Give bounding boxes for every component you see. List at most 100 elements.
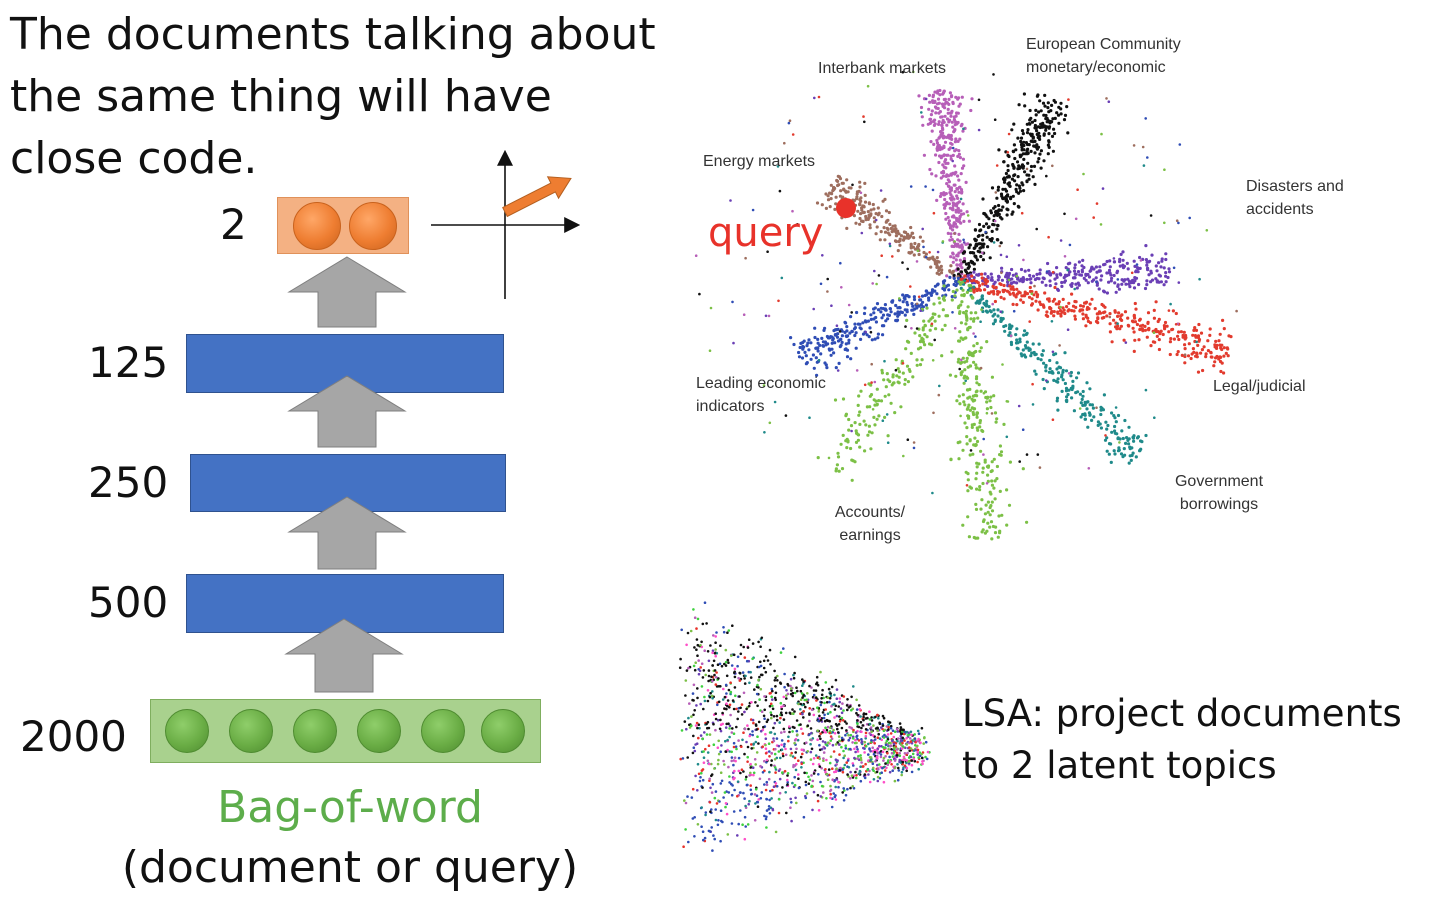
scatter-point xyxy=(1132,259,1136,263)
scatter-point xyxy=(1034,126,1038,130)
scatter-point xyxy=(1189,356,1193,361)
lsa-point xyxy=(724,739,727,743)
lsa-point xyxy=(709,644,712,647)
scatter-point xyxy=(1015,338,1019,342)
lsa-point xyxy=(834,770,838,773)
scatter-point xyxy=(934,111,938,115)
scatter-point xyxy=(915,302,919,306)
scatter-point xyxy=(1157,261,1161,265)
lsa-point xyxy=(700,771,703,775)
lsa-point xyxy=(763,814,766,818)
lsa-point xyxy=(689,629,693,633)
scatter-point xyxy=(1094,276,1098,280)
lsa-point xyxy=(736,655,740,659)
scatter-point xyxy=(1010,267,1014,272)
scatter-point xyxy=(921,227,924,231)
scatter-point xyxy=(1001,187,1005,191)
scatter-point xyxy=(1073,317,1077,321)
lsa-point xyxy=(736,717,739,721)
scatter-point xyxy=(1073,314,1077,318)
scatter-point xyxy=(1102,290,1107,294)
scatter-point xyxy=(953,120,958,124)
scatter-point xyxy=(943,206,947,210)
up-arrow xyxy=(284,618,404,693)
scatter-point xyxy=(1034,372,1038,376)
scatter-point xyxy=(998,244,1002,248)
scatter-point xyxy=(833,333,837,337)
lsa-point xyxy=(791,755,795,758)
scatter-point xyxy=(1126,277,1130,281)
scatter-point xyxy=(947,221,951,225)
lsa-point xyxy=(750,743,753,746)
scatter-point xyxy=(965,359,969,363)
scatter-point xyxy=(880,371,884,375)
lsa-point xyxy=(801,696,804,699)
scatter-point xyxy=(946,215,950,220)
scatter-point xyxy=(1045,120,1049,124)
lsa-point xyxy=(724,802,728,805)
scatter-point xyxy=(962,219,966,223)
scatter-point xyxy=(1056,380,1060,384)
scatter-point xyxy=(1052,314,1056,318)
lsa-point xyxy=(804,796,808,800)
lsa-point xyxy=(781,754,785,758)
scatter-point xyxy=(1048,272,1052,276)
scatter-point xyxy=(846,334,850,338)
scatter-point xyxy=(970,296,975,300)
scatter-point xyxy=(1045,310,1049,314)
scatter-point xyxy=(921,239,925,243)
lsa-point xyxy=(732,745,736,749)
lsa-point xyxy=(742,691,746,695)
scatter-point xyxy=(844,342,848,346)
lsa-point xyxy=(754,788,758,791)
scatter-point xyxy=(1023,329,1027,333)
scatter-point xyxy=(985,482,989,485)
lsa-point xyxy=(762,714,766,718)
scatter-point xyxy=(888,242,892,246)
scatter-point xyxy=(813,335,817,340)
scatter-point xyxy=(950,298,954,302)
scatter-point xyxy=(989,492,993,496)
scatter-point xyxy=(1122,264,1127,268)
lsa-point xyxy=(882,746,885,749)
scatter-point xyxy=(1013,156,1017,161)
scatter-point xyxy=(949,114,953,118)
lsa-point xyxy=(737,822,740,826)
lsa-point xyxy=(826,712,830,715)
scatter-point xyxy=(889,401,893,405)
scatter-point xyxy=(1025,277,1029,282)
lsa-point xyxy=(711,690,714,693)
scatter-point xyxy=(873,337,877,341)
scatter-point xyxy=(912,236,916,240)
scatter-point xyxy=(1128,447,1132,451)
scatter-point xyxy=(916,347,921,351)
lsa-point xyxy=(833,693,836,697)
lsa-point xyxy=(757,742,760,745)
scatter-point xyxy=(885,413,889,416)
scatter-point xyxy=(961,523,965,527)
scatter-point xyxy=(1031,175,1035,179)
scatter-point xyxy=(1065,105,1069,109)
scatter-point xyxy=(859,191,863,195)
lsa-point xyxy=(740,703,744,706)
scatter-point xyxy=(1059,305,1062,309)
lsa-point xyxy=(822,716,826,720)
scatter-point xyxy=(945,123,949,127)
scatter-point xyxy=(929,265,933,269)
lsa-point xyxy=(899,726,903,729)
scatter-point xyxy=(906,267,909,271)
scatter-point xyxy=(1095,406,1098,410)
scatter-point xyxy=(986,465,990,469)
lsa-point xyxy=(721,711,724,715)
scatter-point xyxy=(1005,200,1009,204)
scatter-point xyxy=(882,226,886,230)
scatter-point xyxy=(1034,108,1038,112)
scatter-point xyxy=(778,189,782,193)
lsa-point xyxy=(752,771,756,775)
scatter-point xyxy=(1141,145,1145,149)
scatter-point xyxy=(920,294,925,298)
lsa-point xyxy=(769,702,773,706)
lsa-point xyxy=(890,751,894,755)
lsa-point xyxy=(700,806,703,809)
lsa-point xyxy=(719,718,722,722)
